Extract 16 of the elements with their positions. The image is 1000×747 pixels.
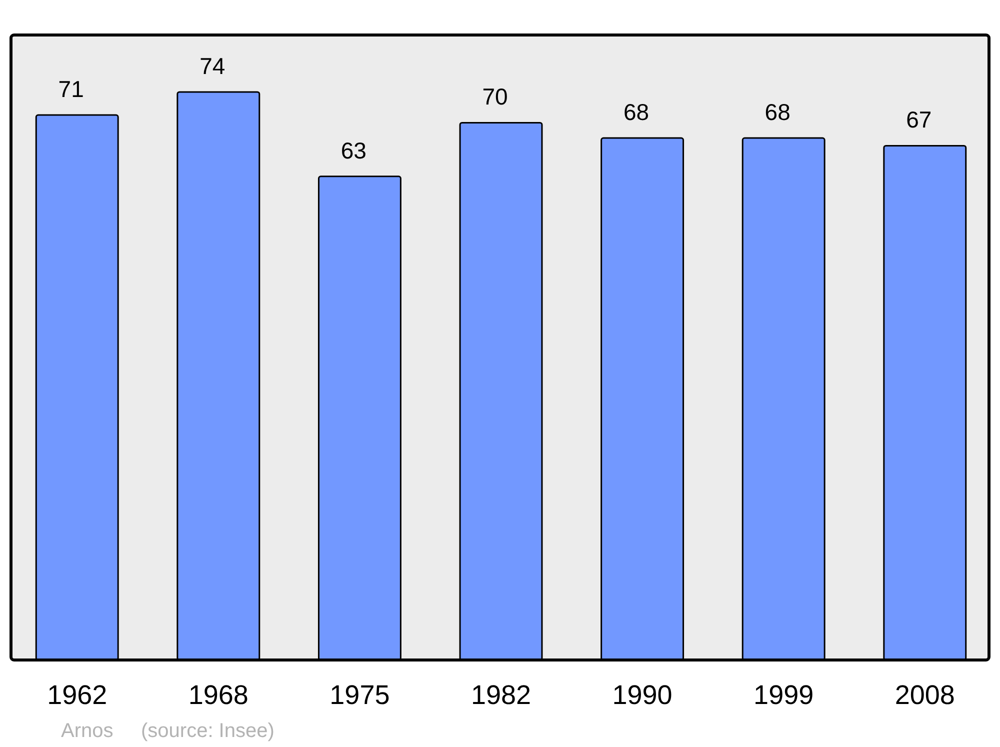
data-label: 67: [906, 106, 932, 133]
data-label: 68: [764, 99, 790, 126]
data-label: 63: [340, 137, 366, 164]
data-label: 68: [624, 99, 650, 126]
x-tick-label: 2008: [894, 680, 955, 710]
data-label: 70: [482, 84, 508, 110]
data-label: 74: [200, 53, 226, 79]
x-tick-label: 1975: [330, 680, 390, 710]
x-tick-label: 1990: [612, 680, 672, 710]
text: Arnos: [61, 720, 114, 742]
data-label: 71: [58, 76, 84, 102]
x-tick-label: 1982: [470, 680, 532, 710]
x-tick-label: 1962: [47, 680, 108, 710]
text: (source: Insee): [141, 720, 274, 742]
x-tick-label: 1968: [188, 680, 248, 710]
x-tick-label: 1999: [754, 680, 814, 710]
